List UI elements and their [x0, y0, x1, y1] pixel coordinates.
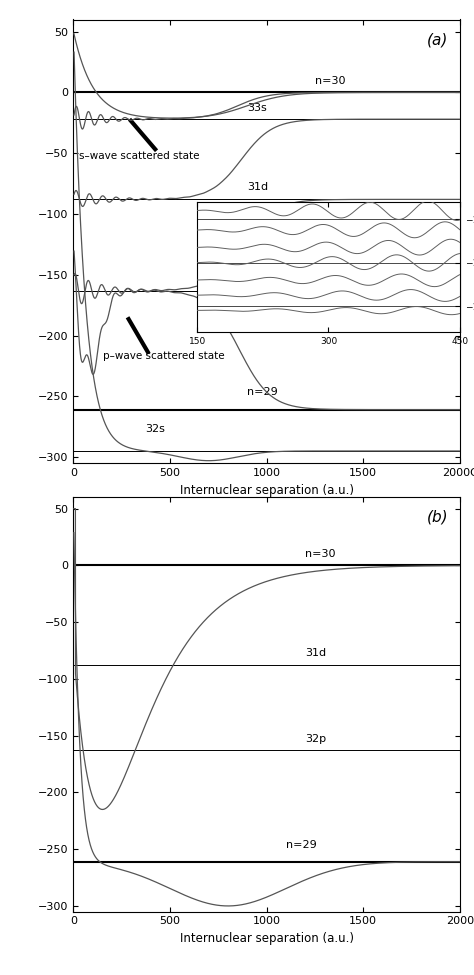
Text: p–wave scattered state: p–wave scattered state [103, 351, 225, 362]
Text: n=30: n=30 [305, 549, 336, 559]
Text: 32p: 32p [305, 733, 327, 744]
X-axis label: Internuclear separation (a.u.): Internuclear separation (a.u.) [180, 932, 354, 945]
Text: n=29: n=29 [247, 387, 278, 398]
Text: n=29: n=29 [286, 840, 317, 850]
Text: s–wave scattered state: s–wave scattered state [79, 151, 200, 161]
X-axis label: Internuclear separation (a.u.): Internuclear separation (a.u.) [180, 484, 354, 496]
Text: 33s: 33s [247, 103, 267, 113]
Text: n=30: n=30 [315, 76, 346, 86]
Text: (b): (b) [427, 510, 448, 525]
Text: (a): (a) [427, 33, 448, 48]
Text: 31d: 31d [247, 182, 268, 192]
Text: 31d: 31d [305, 648, 327, 658]
Text: 32p: 32p [247, 273, 268, 284]
Text: 32s: 32s [145, 424, 165, 434]
